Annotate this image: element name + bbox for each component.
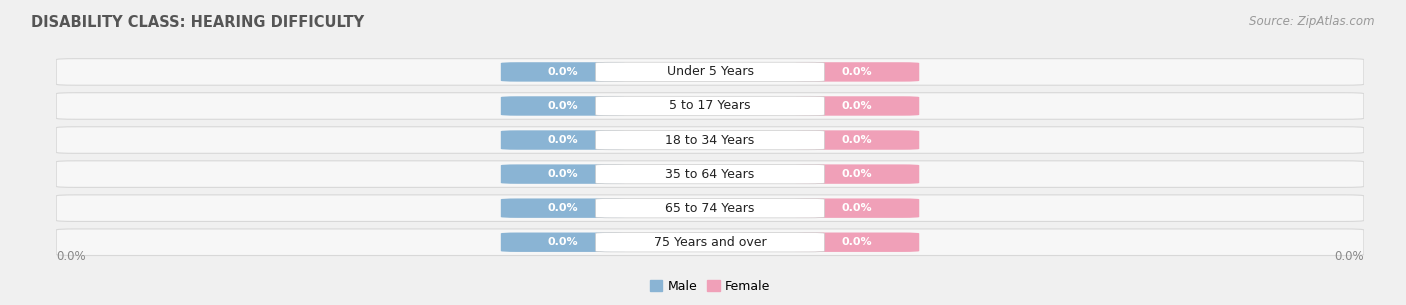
FancyBboxPatch shape [56,59,1364,85]
FancyBboxPatch shape [501,199,626,218]
FancyBboxPatch shape [596,164,824,184]
FancyBboxPatch shape [501,232,626,252]
Text: 0.0%: 0.0% [842,203,873,213]
Text: 75 Years and over: 75 Years and over [654,236,766,249]
FancyBboxPatch shape [596,199,824,218]
Text: 65 to 74 Years: 65 to 74 Years [665,202,755,215]
Legend: Male, Female: Male, Female [645,275,775,298]
Text: Under 5 Years: Under 5 Years [666,66,754,78]
Text: 0.0%: 0.0% [842,135,873,145]
Text: 0.0%: 0.0% [56,250,86,263]
FancyBboxPatch shape [794,199,920,218]
FancyBboxPatch shape [596,130,824,150]
Text: 0.0%: 0.0% [842,67,873,77]
FancyBboxPatch shape [56,161,1364,187]
Text: 0.0%: 0.0% [842,169,873,179]
Text: 35 to 64 Years: 35 to 64 Years [665,168,755,181]
Text: DISABILITY CLASS: HEARING DIFFICULTY: DISABILITY CLASS: HEARING DIFFICULTY [31,15,364,30]
Text: 5 to 17 Years: 5 to 17 Years [669,99,751,113]
FancyBboxPatch shape [501,130,626,150]
Text: 0.0%: 0.0% [842,237,873,247]
Text: Source: ZipAtlas.com: Source: ZipAtlas.com [1250,15,1375,28]
FancyBboxPatch shape [794,96,920,116]
FancyBboxPatch shape [596,96,824,116]
Text: 0.0%: 0.0% [547,203,578,213]
FancyBboxPatch shape [56,127,1364,153]
FancyBboxPatch shape [794,232,920,252]
FancyBboxPatch shape [56,93,1364,119]
Text: 0.0%: 0.0% [1334,250,1364,263]
FancyBboxPatch shape [794,62,920,82]
FancyBboxPatch shape [596,62,824,82]
Text: 0.0%: 0.0% [547,67,578,77]
Text: 0.0%: 0.0% [547,169,578,179]
FancyBboxPatch shape [794,164,920,184]
Text: 0.0%: 0.0% [547,135,578,145]
Text: 0.0%: 0.0% [547,101,578,111]
FancyBboxPatch shape [794,130,920,150]
Text: 0.0%: 0.0% [547,237,578,247]
Text: 18 to 34 Years: 18 to 34 Years [665,134,755,146]
FancyBboxPatch shape [501,62,626,82]
FancyBboxPatch shape [501,96,626,116]
FancyBboxPatch shape [501,164,626,184]
FancyBboxPatch shape [56,195,1364,221]
FancyBboxPatch shape [596,232,824,252]
FancyBboxPatch shape [56,229,1364,256]
Text: 0.0%: 0.0% [842,101,873,111]
